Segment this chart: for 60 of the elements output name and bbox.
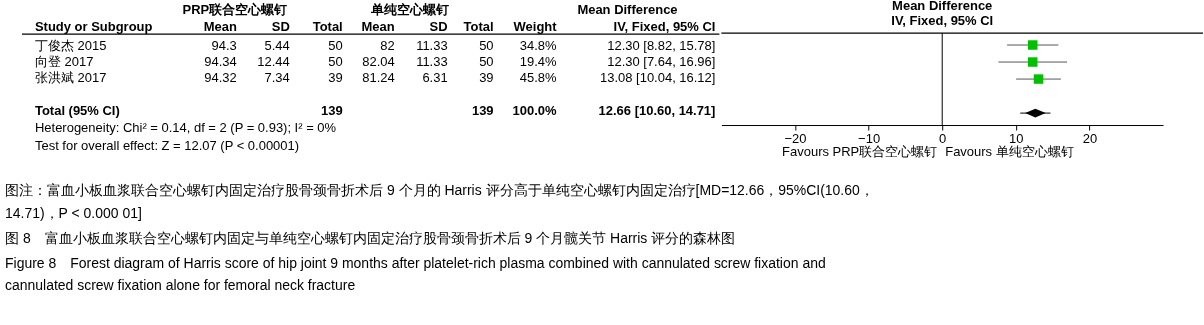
text: 82.04 [362,54,395,70]
x-tick-label: −10 [858,130,881,146]
x-tick-label: 10 [1009,130,1024,146]
x-tick-label: 0 [939,130,947,146]
text: Test for overall effect: Z = 12.07 (P < 0.00001) [34,138,300,153]
text: 94.34 [204,54,237,70]
text: 5.44 [264,38,290,54]
text: 12.44 [257,54,290,70]
text: 39 [479,70,494,86]
text: Weight [513,19,558,35]
text: 13.08 [10.04, 16.12] [600,70,716,86]
text: SD [271,19,290,35]
text: 50 [479,38,494,54]
text: 82 [380,38,395,54]
text: 50 [328,54,343,70]
text: Total (95% CI) [34,103,120,119]
text: Heterogeneity: Chi² = 0.14, df = 2 (P = 0.93); I² = 0% [34,120,337,136]
text: 6.31 [422,70,448,86]
text: Study or Subgroup [34,19,153,35]
text: 139 [321,103,343,119]
text: 11.33 [416,54,448,70]
text: Total [312,19,343,35]
text: 11.33 [416,38,448,54]
chart-subtitle: IV, Fixed, 95% CI [891,13,994,29]
text: PRP联合空心螺钉 [182,2,288,18]
text: 94.32 [204,70,237,86]
text: 45.8% [519,70,557,86]
caption: 图 8 富血小板血浆联合空心螺钉内固定与单纯空心螺钉内固定治疗股骨颈骨折术后 9 个月髋关节 Harris 评分的森林图 [5,229,736,246]
text: 单纯空心螺钉 [369,2,449,18]
text: 12.66 [10.60, 14.71] [598,103,716,119]
text: 图注：富血小板血浆联合空心螺钉内固定治疗股骨颈骨折术后 9 个月的 Harris 评分高于单纯空心螺钉内固定治疗[MD=12.66，95%CI(10.60， [5,181,874,198]
text: 19.4% [519,54,557,70]
text: 94.3 [211,38,237,54]
text: cannulated screw fixation alone for femoral neck fracture [5,276,356,293]
text: 张洪斌 2017 [34,70,107,86]
text: 14.71)，P < 0.000 01] [5,204,142,221]
text: Mean [361,19,395,35]
x-tick-label: −20 [784,130,807,146]
text: 81.24 [362,70,395,86]
text: SD [429,19,448,35]
text: Mean Difference [577,2,678,18]
chart-title: Mean Difference [892,0,993,14]
text: 12.30 [8.82, 15.78] [607,38,716,54]
text: 139 [471,103,494,119]
text: 39 [328,70,343,86]
text: Mean [203,19,237,35]
text: 100.0% [512,103,557,119]
text: 50 [479,54,494,70]
text: 12.30 [7.64, 16.96] [607,54,716,70]
text: 50 [328,38,343,54]
text: 向登 2017 [34,54,94,70]
caption: Figure 8 Forest diagram of Harris score of hip joint 9 months after platelet-rich plasma combined with cannulated screw fixation and [5,254,826,271]
text: Favours PRP联合空心螺钉 [782,144,938,159]
text: Total [463,19,494,35]
text: 丁俊杰 2015 [34,38,107,54]
x-tick-label: 20 [1082,130,1098,146]
text: Favours 单纯空心螺钉 [945,144,1074,159]
text: 7.34 [264,70,290,86]
text: IV, Fixed, 95% CI [613,19,716,35]
text: 34.8% [519,38,557,54]
